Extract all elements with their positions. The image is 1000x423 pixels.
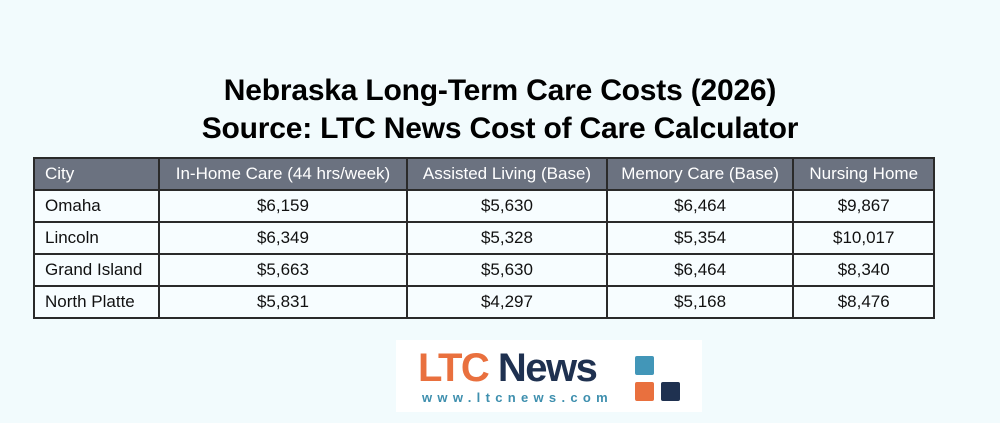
header-nursing-home: Nursing Home (792, 157, 935, 191)
header-city: City (33, 157, 160, 191)
logo-wordmark: LTC News (418, 346, 598, 390)
cell-city: Grand Island (33, 253, 160, 287)
table-row: Grand Island $5,663 $5,630 $6,464 $8,340 (33, 253, 935, 287)
ltc-news-logo: LTC News www.ltcnews.com (396, 340, 702, 412)
table-row: Lincoln $6,349 $5,328 $5,354 $10,017 (33, 221, 935, 255)
cell-nursing-home: $8,476 (792, 285, 935, 319)
logo-ltc-text: LTC (418, 346, 490, 390)
cell-assisted-living: $5,328 (406, 221, 608, 255)
cell-in-home-care: $5,831 (157, 285, 409, 319)
cell-memory-care: $6,464 (605, 253, 795, 287)
cell-assisted-living: $4,297 (406, 285, 608, 319)
cell-memory-care: $5,354 (605, 221, 795, 255)
logo-square-navy-icon (661, 382, 680, 401)
header-assisted-living: Assisted Living (Base) (406, 157, 608, 191)
cell-nursing-home: $9,867 (792, 189, 935, 223)
cost-table: City In-Home Care (44 hrs/week) Assisted… (33, 157, 935, 319)
cell-in-home-care: $6,349 (157, 221, 409, 255)
cell-assisted-living: $5,630 (406, 253, 608, 287)
title-line-source: Source: LTC News Cost of Care Calculator (201, 112, 799, 145)
cell-assisted-living: $5,630 (406, 189, 608, 223)
table-row: Omaha $6,159 $5,630 $6,464 $9,867 (33, 189, 935, 223)
cell-in-home-care: $5,663 (157, 253, 409, 287)
header-memory-care: Memory Care (Base) (605, 157, 795, 191)
header-in-home-care: In-Home Care (44 hrs/week) (157, 157, 409, 191)
cell-nursing-home: $10,017 (792, 221, 935, 255)
chart-title: Nebraska Long-Term Care Costs (2026) Sou… (0, 72, 1000, 148)
cell-memory-care: $5,168 (605, 285, 795, 319)
cell-nursing-home: $8,340 (792, 253, 935, 287)
cell-city: North Platte (33, 285, 160, 319)
title-line-main: Nebraska Long-Term Care Costs (2026) (223, 74, 777, 107)
cell-city: Omaha (33, 189, 160, 223)
cell-city: Lincoln (33, 221, 160, 255)
table-row: North Platte $5,831 $4,297 $5,168 $8,476 (33, 285, 935, 319)
logo-square-blue-icon (635, 356, 654, 375)
cell-memory-care: $6,464 (605, 189, 795, 223)
logo-url: www.ltcnews.com (422, 390, 613, 405)
logo-square-orange-icon (635, 382, 654, 401)
cell-in-home-care: $6,159 (157, 189, 409, 223)
table-header-row: City In-Home Care (44 hrs/week) Assisted… (33, 157, 935, 191)
logo-news-text: News (488, 346, 598, 390)
